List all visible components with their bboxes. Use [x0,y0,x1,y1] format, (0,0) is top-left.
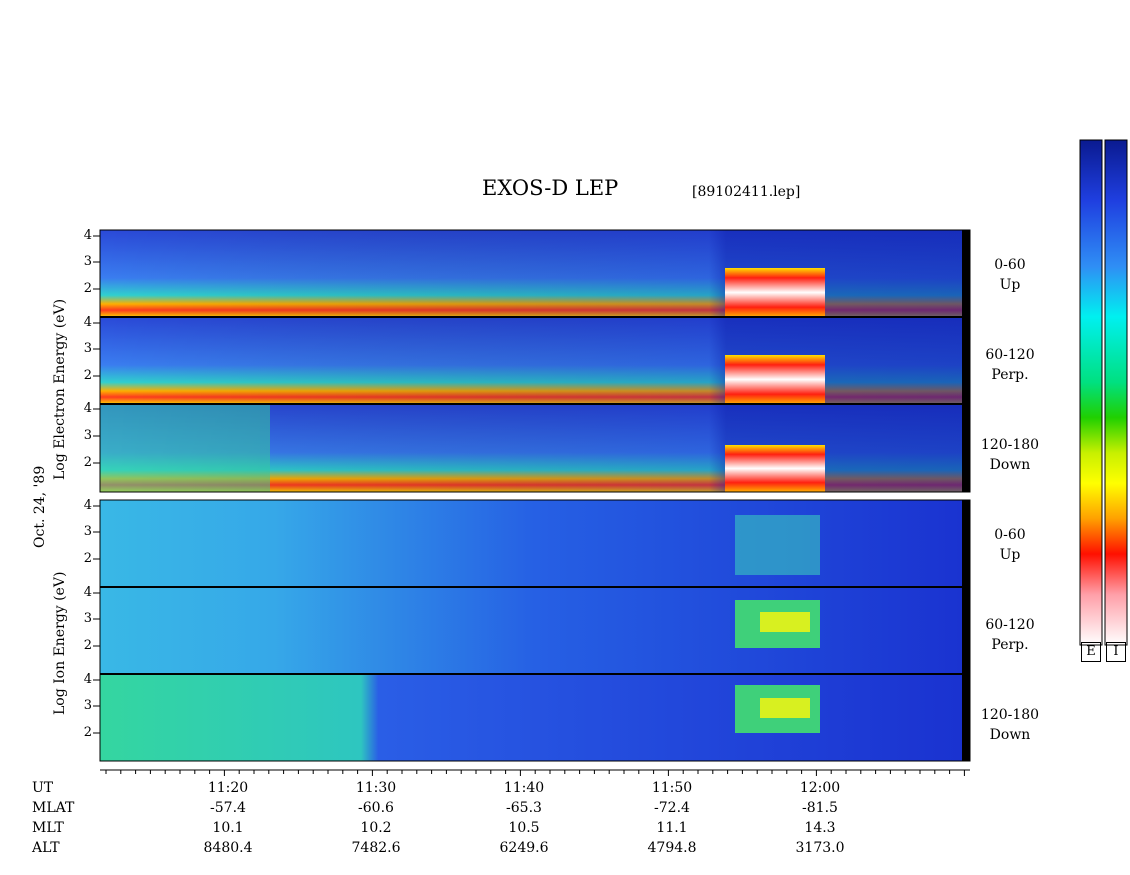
axis-value-ut: 12:00 [799,780,841,796]
axis-value-alt: 6249.6 [499,840,549,856]
axis-value-mlt: 10.1 [212,820,244,836]
axis-value-mlt: 11.1 [656,820,688,836]
axis-value-alt: 3173.0 [795,840,845,856]
pitch-direction: Up [999,547,1021,563]
pitch-range: 120-180 [980,437,1040,453]
pitch-range: 0-60 [994,527,1026,543]
chart-title: EXOS-D LEP [482,176,619,200]
pitch-direction: Perp. [991,367,1029,383]
ion-ylabel: Log Ion Energy (eV) [52,571,68,715]
pitch-range: 120-180 [980,707,1040,723]
pitch-direction: Down [989,727,1031,743]
row-label-alt: ALT [32,840,60,856]
ytick-i-up-4: 4 [83,498,92,513]
ytick-e-perp-3: 3 [83,341,92,356]
panel-label-e-perp: 60-120 Perp. [975,345,1045,385]
colorbar-electron [1079,139,1103,646]
ytick-i-up-2: 2 [83,551,92,566]
axis-value-mlat: -57.4 [210,800,246,816]
ytick-e-perp-2: 2 [83,368,92,383]
electron-panel-up [100,230,970,317]
ytick-e-up-4: 4 [83,228,92,243]
axis-value-mlat: -81.5 [802,800,838,816]
axis-value-mlt: 10.5 [508,820,540,836]
axis-value-alt: 8480.4 [203,840,253,856]
ion-panel-down [100,675,970,761]
ion-panel-perp [100,588,970,674]
ion-panel-up [100,500,970,587]
colorbar-label-i: I [1106,642,1126,662]
panel-label-e-down: 120-180 Down [975,435,1045,475]
panel-label-i-up: 0-60 Up [975,525,1045,565]
ytick-e-up-3: 3 [83,254,92,269]
file-label: [89102411.lep] [692,184,801,200]
axis-value-ut: 11:50 [651,780,693,796]
ytick-i-down-4: 4 [83,672,92,687]
row-label-mlat: MLAT [32,800,75,816]
pitch-direction: Up [999,277,1021,293]
ytick-i-perp-4: 4 [83,585,92,600]
axis-value-ut: 11:20 [207,780,249,796]
ytick-e-down-2: 2 [83,455,92,470]
ytick-i-up-3: 3 [83,524,92,539]
ytick-e-down-3: 3 [83,428,92,443]
axis-value-ut: 11:40 [503,780,545,796]
electron-ylabel: Log Electron Energy (eV) [52,298,68,480]
colorbar-label-e: E [1081,642,1101,662]
pitch-range: 60-120 [985,347,1035,363]
ytick-i-down-3: 3 [83,698,92,713]
row-label-mlt: MLT [32,820,64,836]
axis-value-ut: 11:30 [355,780,397,796]
date-label: Oct. 24, '89 [32,465,48,548]
axis-value-alt: 4794.8 [647,840,697,856]
colorbar-ion [1104,139,1128,646]
row-label-ut: UT [32,780,54,796]
axis-value-mlat: -65.3 [506,800,542,816]
pitch-range: 60-120 [985,617,1035,633]
axis-value-mlat: -72.4 [654,800,690,816]
axis-value-mlt: 10.2 [360,820,392,836]
pitch-direction: Down [989,457,1031,473]
axis-value-mlat: -60.6 [358,800,394,816]
panel-label-i-down: 120-180 Down [975,705,1045,745]
electron-panel-perp [100,317,970,404]
pitch-direction: Perp. [991,637,1029,653]
electron-panel-down [100,404,970,492]
axis-value-alt: 7482.6 [351,840,401,856]
panel-label-e-up: 0-60 Up [975,255,1045,295]
ytick-e-up-2: 2 [83,281,92,296]
ytick-i-down-2: 2 [83,725,92,740]
panel-label-i-perp: 60-120 Perp. [975,615,1045,655]
ytick-i-perp-2: 2 [83,638,92,653]
ytick-i-perp-3: 3 [83,611,92,626]
pitch-range: 0-60 [994,257,1026,273]
ytick-e-perp-4: 4 [83,315,92,330]
ytick-e-down-4: 4 [83,401,92,416]
axis-value-mlt: 14.3 [804,820,836,836]
